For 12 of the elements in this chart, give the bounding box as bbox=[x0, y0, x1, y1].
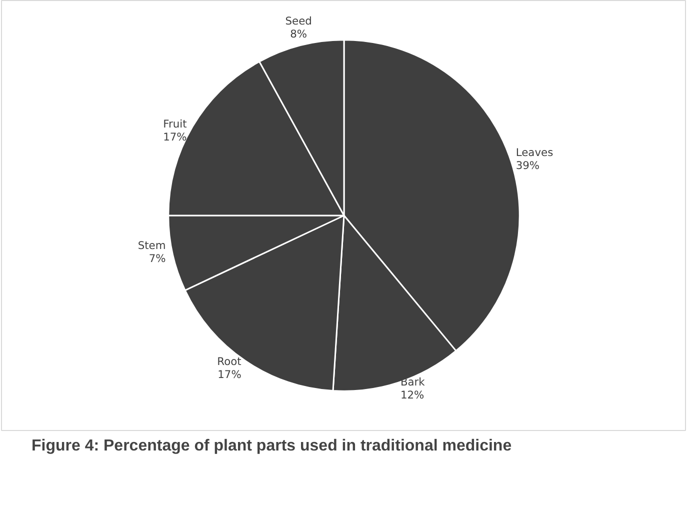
data-label: 7% bbox=[148, 252, 166, 266]
data-label: 8% bbox=[290, 27, 308, 40]
data-label: 17% bbox=[163, 130, 187, 144]
data-label: 17% bbox=[218, 368, 242, 381]
slice-label: Seed bbox=[285, 14, 312, 28]
data-label: 12% bbox=[400, 388, 424, 402]
slice-label: Fruit bbox=[163, 117, 187, 130]
text: Figure 4: Percentage of plant parts used in traditional medicine bbox=[32, 438, 512, 454]
slice-label: Root bbox=[217, 354, 242, 368]
slice-label: Stem bbox=[138, 239, 166, 252]
slice-label: Leaves bbox=[516, 146, 554, 159]
data-label: 39% bbox=[516, 158, 540, 172]
